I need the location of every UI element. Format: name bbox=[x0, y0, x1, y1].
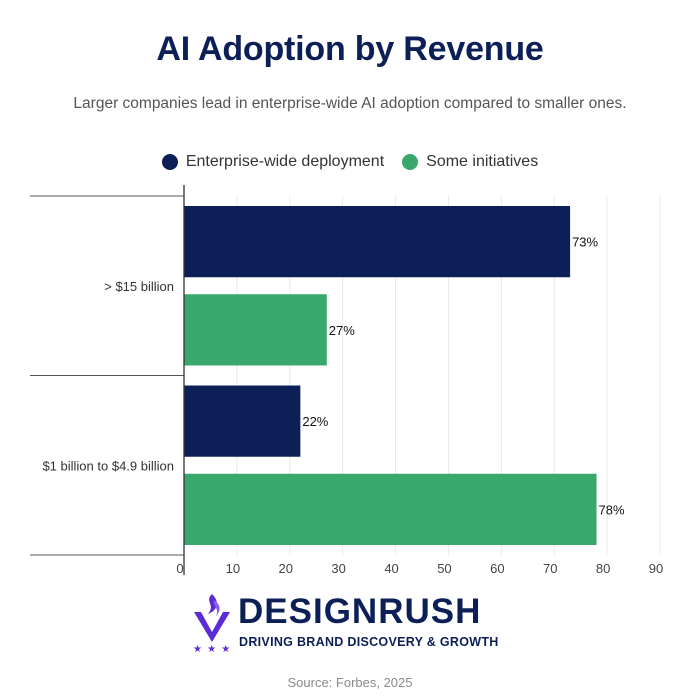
x-tick-label: 20 bbox=[279, 561, 293, 576]
x-tick-label: 10 bbox=[226, 561, 240, 576]
category-label: > $15 billion bbox=[104, 279, 174, 294]
bar-value-label: 22% bbox=[302, 414, 328, 429]
chart-subtitle: Larger companies lead in enterprise-wide… bbox=[73, 95, 627, 112]
logo-tagline: DRIVING BRAND DISCOVERY & GROWTH bbox=[239, 635, 499, 649]
bar bbox=[184, 385, 301, 457]
logo-brand-name: DESIGNRUSH bbox=[238, 592, 482, 631]
chart-legend: Enterprise-wide deployment Some initiati… bbox=[0, 153, 700, 171]
chart-title: AI Adoption by Revenue bbox=[156, 30, 544, 68]
legend-swatch-initiatives bbox=[402, 154, 419, 170]
bar-value-label: 27% bbox=[329, 323, 355, 338]
designrush-logo: ★ ★ ★ DESIGNRUSH DRIVING BRAND DISCOVERY… bbox=[190, 590, 520, 658]
source-note: Source: Forbes, 2025 bbox=[287, 675, 413, 690]
bar bbox=[184, 473, 597, 545]
bar-chart: 73% 27% > $15 billion 22% 78% $1 billion to $… bbox=[30, 185, 663, 576]
x-tick-label: 70 bbox=[543, 561, 557, 576]
x-tick-label: 50 bbox=[437, 561, 451, 576]
bar bbox=[184, 206, 571, 278]
x-tick-label: 80 bbox=[596, 561, 610, 576]
x-tick-label: 30 bbox=[331, 561, 345, 576]
designrush-mark-icon bbox=[194, 594, 230, 642]
logo-stars: ★ ★ ★ bbox=[193, 644, 232, 655]
x-tick-label: 60 bbox=[490, 561, 504, 576]
legend-swatch-enterprise bbox=[161, 154, 178, 170]
legend-item-initiatives: Some initiatives bbox=[402, 153, 538, 171]
category-label: $1 billion to $4.9 billion bbox=[42, 458, 174, 473]
x-tick-label: 90 bbox=[649, 561, 663, 576]
legend-label-initiatives: Some initiatives bbox=[426, 153, 539, 170]
x-tick-label: 0 bbox=[176, 561, 183, 576]
bar bbox=[184, 294, 327, 366]
legend-label-enterprise: Enterprise-wide deployment bbox=[185, 153, 385, 170]
bar-value-label: 73% bbox=[572, 235, 598, 250]
bar-value-label: 78% bbox=[599, 502, 625, 517]
legend-item-enterprise: Enterprise-wide deployment bbox=[161, 153, 385, 171]
x-tick-label: 40 bbox=[384, 561, 398, 576]
